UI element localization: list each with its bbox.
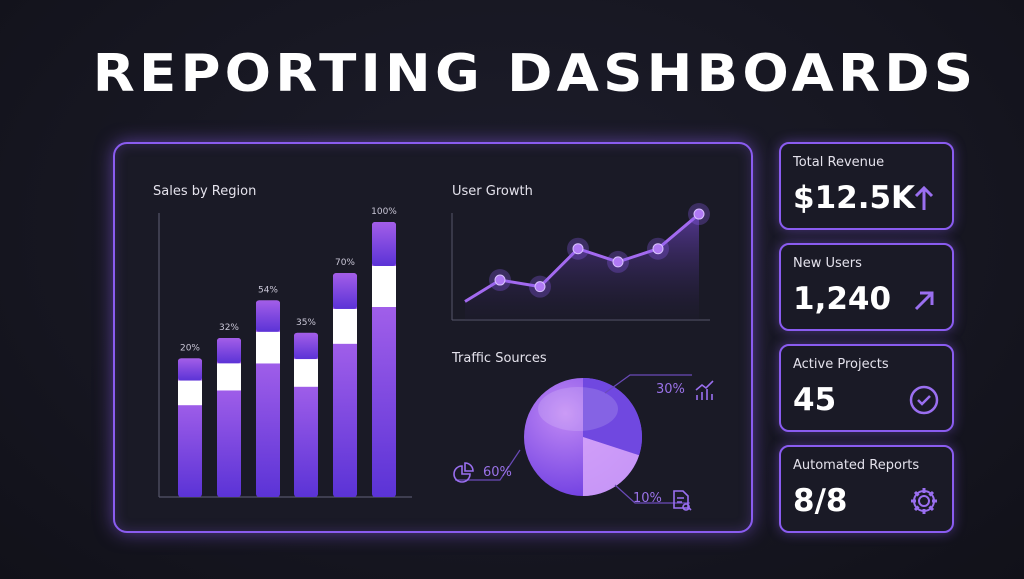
bar-top-segment [178, 358, 202, 381]
data-point [534, 281, 546, 293]
bar-data-label: 32% [219, 323, 239, 333]
document-search-icon [673, 490, 692, 511]
leader-line [455, 449, 521, 481]
pie-highlight [538, 387, 618, 431]
bar-top-segment [333, 273, 357, 309]
bar-top-segment [217, 337, 241, 364]
sales-bar-chart: 20% 32% 54% 35% 70% 100% [158, 207, 412, 498]
bar-data-label: 54% [258, 285, 278, 295]
pie-data-label: 10% [633, 491, 662, 506]
traffic-pie-chart: 60% 30% 10% [453, 374, 714, 511]
pie-slice-10 [583, 437, 640, 496]
bar-data-label: 100% [371, 207, 397, 217]
kpi-card-total-revenue[interactable]: Total Revenue $12.5K [779, 142, 954, 230]
kpi-label: Automated Reports [793, 458, 920, 473]
kpi-card-new-users[interactable]: New Users 1,240 [779, 243, 954, 331]
bar-top-segment [294, 332, 318, 360]
leader-line [604, 374, 692, 394]
kpi-value: $12.5K [793, 180, 916, 216]
kpi-label: Total Revenue [793, 155, 885, 170]
bar-data-label: 70% [335, 258, 355, 268]
page-title: REPORTING DASHBOARDS [92, 44, 978, 104]
traffic-chart-title: Traffic Sources [452, 351, 547, 366]
bar-white-segment [372, 266, 396, 307]
bar-white-segment [294, 359, 318, 387]
leader-line [614, 484, 690, 504]
pie-chart-icon [453, 462, 474, 483]
kpi-value: 8/8 [793, 483, 848, 519]
pie-data-label: 60% [483, 465, 512, 480]
kpi-card-active-projects[interactable]: Active Projects 45 [779, 344, 954, 432]
bar-white-segment [217, 363, 241, 391]
check-circle-icon [909, 385, 939, 415]
kpi-value: 1,240 [793, 281, 892, 317]
growth-chart-icon [695, 380, 714, 400]
bar-white-segment [333, 308, 357, 344]
pie-data-label: 30% [656, 382, 685, 397]
bar-data-label: 35% [296, 318, 316, 328]
data-point [572, 243, 584, 255]
data-point [693, 208, 705, 220]
bar-data-label: 20% [180, 343, 200, 353]
arrow-up-icon [914, 185, 934, 210]
data-point [612, 256, 624, 268]
pie-slice-30 [583, 378, 642, 456]
bar-white-segment [256, 331, 280, 364]
bar-white-segment [178, 380, 202, 406]
data-point [652, 243, 664, 255]
area-fill [465, 214, 699, 320]
growth-chart-title: User Growth [452, 184, 533, 199]
gear-icon [911, 488, 937, 514]
kpi-label: New Users [793, 256, 862, 271]
kpi-value: 45 [793, 382, 837, 418]
arrow-up-right-icon [914, 291, 934, 311]
kpi-card-automated-reports[interactable]: Automated Reports 8/8 [779, 445, 954, 533]
bar-top-segment [256, 300, 280, 332]
data-point [494, 274, 506, 286]
bar-top-segment [372, 222, 396, 266]
sales-chart-title: Sales by Region [153, 184, 257, 199]
user-growth-chart [451, 203, 710, 321]
kpi-label: Active Projects [793, 357, 889, 372]
